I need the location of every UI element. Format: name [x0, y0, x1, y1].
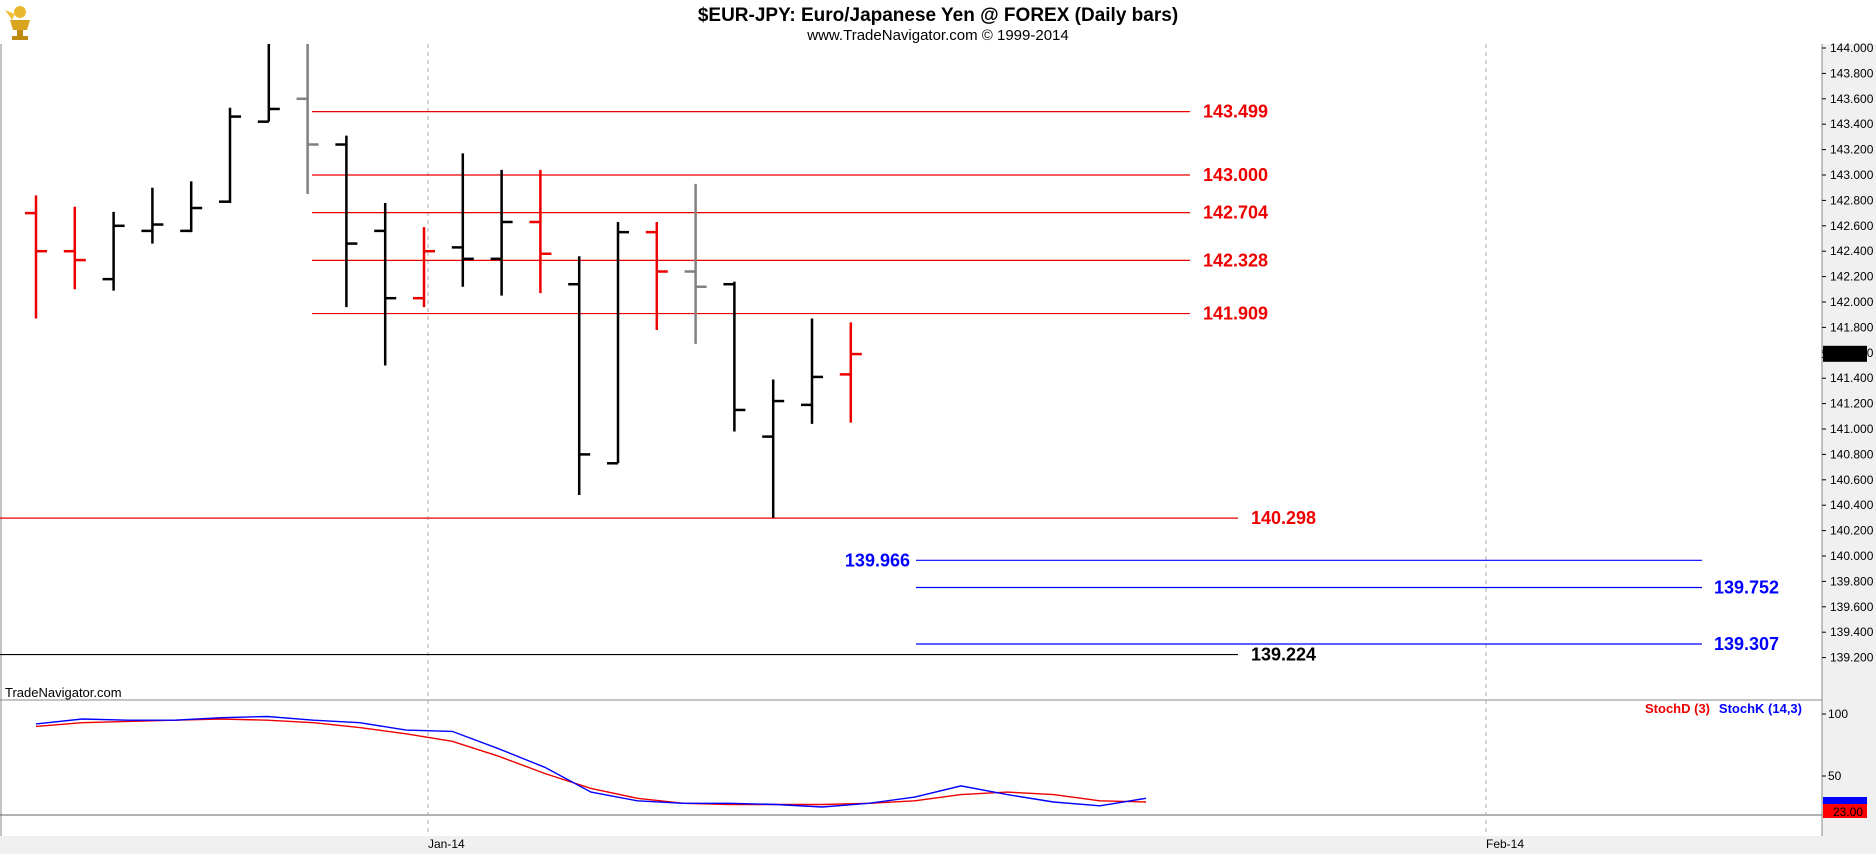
price-tick-label: 139.600 [1830, 600, 1874, 614]
ohlc-bar [451, 153, 474, 287]
header-background [0, 0, 1876, 44]
stochk-line [35, 715, 1147, 808]
price-tick-label: 140.200 [1830, 524, 1874, 538]
level-label: 140.298 [1251, 508, 1316, 528]
ohlc-bar [335, 135, 358, 308]
ohlc-bars [25, 44, 862, 518]
ohlc-bar [180, 181, 203, 233]
ohlc-bar [25, 195, 47, 319]
level-label: 141.909 [1203, 304, 1268, 324]
ohlc-bar [762, 379, 785, 518]
price-tick-label: 141.000 [1830, 422, 1874, 436]
chart-title: $EUR-JPY: Euro/Japanese Yen @ FOREX (Dai… [698, 5, 1178, 26]
price-tick-label: 141.800 [1830, 320, 1874, 334]
level-label: 142.328 [1203, 250, 1268, 270]
level-label: 139.752 [1714, 577, 1779, 597]
ohlc-bar [102, 211, 125, 291]
price-tick-label: 142.400 [1830, 244, 1874, 258]
ohlc-bar [839, 322, 862, 423]
ohlc-bar [684, 183, 707, 344]
legend-stochk: StochK (14,3) [1719, 701, 1802, 716]
ohlc-bar [568, 256, 591, 496]
price-tick-label: 141.400 [1830, 371, 1874, 385]
x-tick-jan14: Jan-14 [428, 837, 465, 851]
x-tick-feb14: Feb-14 [1486, 837, 1524, 851]
price-tick-label: 140.600 [1830, 473, 1874, 487]
chart-subtitle: www.TradeNavigator.com © 1999-2014 [806, 27, 1068, 44]
legend-stochd: StochD (3) [1645, 701, 1710, 716]
ohlc-bar [801, 318, 823, 424]
price-tick-label: 140.400 [1830, 498, 1874, 512]
price-tick-label: 141.200 [1830, 397, 1874, 411]
price-tick-label: 142.000 [1830, 295, 1874, 309]
ohlc-bar [219, 107, 241, 203]
level-label: 139.966 [845, 550, 910, 570]
ohlc-bar [723, 281, 746, 432]
ohlc-bar [413, 227, 435, 308]
price-tick-label: 140.800 [1830, 447, 1874, 461]
price-tick-label: 143.600 [1830, 92, 1874, 106]
price-axis-background [1822, 44, 1876, 854]
ohlc-bar [529, 169, 552, 294]
price-tick-label: 139.400 [1830, 625, 1874, 639]
trophy-logo-icon [5, 6, 30, 40]
stoch-tick-100: 100 [1828, 707, 1848, 721]
last-price-badge: 141.592 [1821, 345, 1867, 362]
watermark-text: TradeNavigator.com [5, 685, 122, 700]
time-axis-background [0, 836, 1876, 854]
stoch-last-value-badge: 23.00 [1823, 797, 1867, 819]
price-tick-label: 140.000 [1830, 549, 1874, 563]
svg-text:23.00: 23.00 [1833, 805, 1863, 819]
price-tick-label: 143.800 [1830, 66, 1874, 80]
price-tick-label: 142.200 [1830, 270, 1874, 284]
stochd-line [35, 718, 1147, 806]
level-label: 143.000 [1203, 165, 1268, 185]
level-label: 142.704 [1203, 203, 1268, 223]
price-tick-label: 143.000 [1830, 168, 1874, 182]
level-label: 139.307 [1714, 634, 1779, 654]
price-tick-label: 142.800 [1830, 193, 1874, 207]
price-tick-label: 144.000 [1830, 41, 1874, 55]
ohlc-bar [645, 221, 668, 330]
price-tick-label: 139.800 [1830, 574, 1874, 588]
ohlc-bar [141, 187, 164, 244]
level-label: 143.499 [1203, 102, 1268, 122]
ohlc-bar [374, 202, 397, 366]
stoch-tick-50: 50 [1828, 769, 1842, 783]
stochastic-lines [35, 715, 1147, 808]
price-axis-ticks: 144.000 143.800 143.600 143.400 143.200 143.0… [1822, 41, 1874, 665]
price-tick-label: 142.600 [1830, 219, 1874, 233]
price-tick-label: 143.400 [1830, 117, 1874, 131]
svg-text:141.592: 141.592 [1821, 347, 1865, 361]
ohlc-bar [490, 169, 513, 296]
ohlc-bar [63, 206, 86, 290]
ohlc-bar [296, 44, 319, 195]
ohlc-bar [607, 221, 629, 465]
price-tick-label: 139.200 [1830, 651, 1874, 665]
level-label: 139.224 [1251, 645, 1316, 665]
ohlc-bar [257, 44, 280, 123]
support-resistance-levels: 143.499 143.000 142.704 142.328 141.909 140.2… [0, 102, 1779, 665]
price-tick-label: 143.200 [1830, 143, 1874, 157]
